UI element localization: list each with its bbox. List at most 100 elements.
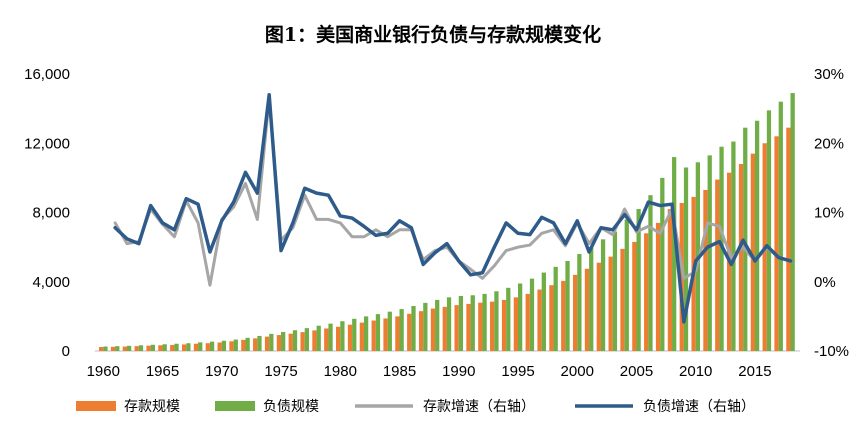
deposit-bar xyxy=(264,336,270,351)
deposit-bar xyxy=(181,344,187,351)
deposit-bar xyxy=(217,342,222,351)
liability-bar xyxy=(790,93,795,351)
liability-bar xyxy=(352,318,357,351)
left-axis-tick-label: 8,000 xyxy=(32,205,70,222)
liability-bar xyxy=(126,345,132,351)
legend-label: 存款增速（右轴） xyxy=(423,399,535,415)
deposit-bar xyxy=(193,343,199,351)
liability-bar xyxy=(612,231,618,351)
deposit-bar xyxy=(454,305,459,351)
deposit-bar xyxy=(253,338,258,351)
deposit-bar xyxy=(205,343,210,351)
liability-bar xyxy=(340,321,345,351)
legend-swatch xyxy=(76,401,116,411)
liability-bar xyxy=(494,291,499,351)
deposit-bar xyxy=(442,306,447,351)
liability-bar xyxy=(174,343,179,351)
deposit-bar xyxy=(122,346,127,351)
deposit-bar xyxy=(229,341,234,351)
legend-item: 负债规模 xyxy=(215,399,319,415)
x-axis-tick-label: 1985 xyxy=(383,363,416,380)
liability-bar xyxy=(138,345,144,351)
liability-bar xyxy=(221,340,227,351)
deposit-bar xyxy=(572,274,578,351)
deposit-bar xyxy=(430,308,436,351)
deposit-bar xyxy=(418,311,424,351)
liability-bar xyxy=(482,293,487,351)
deposit-bar xyxy=(371,320,376,351)
liability-bar xyxy=(672,157,677,351)
liability-bar xyxy=(754,120,760,352)
liability-bar xyxy=(600,239,606,351)
left-axis-tick-label: 0 xyxy=(62,343,70,360)
legend: 存款规模 负债规模 存款增速（右轴） 负债增速（右轴） xyxy=(76,399,755,415)
liability-bar xyxy=(518,283,523,351)
left-axis-tick-label: 4,000 xyxy=(32,274,70,291)
right-axis-tick-label: 30% xyxy=(814,66,844,83)
legend-item: 存款规模 xyxy=(76,399,180,415)
deposit-bar xyxy=(478,302,483,351)
line-series-group xyxy=(113,93,793,324)
liability-bar xyxy=(683,167,689,351)
liability-bar xyxy=(624,219,629,351)
left-axis-tick-label: 12,000 xyxy=(24,135,70,152)
deposit-bar xyxy=(490,301,495,351)
liability-bar xyxy=(281,331,286,351)
deposit-bar xyxy=(110,346,116,351)
legend-item: 存款增速（右轴） xyxy=(355,399,535,415)
deposit-bar xyxy=(703,189,708,351)
liability-bar xyxy=(292,330,298,351)
liability-bar xyxy=(731,141,736,351)
liability-bar xyxy=(778,101,783,351)
x-axis-tick-label: 2000 xyxy=(561,363,594,380)
liability-bar xyxy=(660,177,665,352)
bar-series-group xyxy=(99,93,795,352)
deposit-bar xyxy=(786,127,791,351)
liability-bar xyxy=(103,346,108,351)
liability-bar xyxy=(458,295,464,351)
liability-bar xyxy=(541,272,546,351)
x-axis-tick-label: 1990 xyxy=(442,363,475,380)
liability-bar xyxy=(209,341,215,351)
deposit-bar xyxy=(501,299,507,351)
liability-bar xyxy=(506,287,511,351)
legend-label: 负债规模 xyxy=(263,399,319,415)
liability-bar xyxy=(411,305,416,351)
liability-bar xyxy=(707,155,712,351)
liability-bar xyxy=(115,346,120,351)
left-axis-tick-label: 16,000 xyxy=(24,66,70,83)
deposit-bar xyxy=(99,347,104,351)
liability-bar xyxy=(316,325,321,351)
deposit-bar xyxy=(632,241,637,351)
legend-item: 负债增速（右轴） xyxy=(575,399,755,415)
deposit-bar xyxy=(288,333,293,351)
right-axis-tick-label: -10% xyxy=(814,343,849,360)
liability-bar xyxy=(446,297,452,351)
liability-bar xyxy=(577,254,582,351)
deposit-bar xyxy=(407,313,412,351)
deposit-bar xyxy=(383,318,388,351)
deposit-bar xyxy=(537,289,542,351)
deposit-bar xyxy=(170,344,175,351)
deposit-bar xyxy=(359,322,364,351)
liability-bar xyxy=(399,309,404,351)
deposit-bar xyxy=(513,297,518,351)
legend-label: 存款规模 xyxy=(124,399,180,415)
liability-bar xyxy=(553,266,558,351)
x-axis-tick-label: 1960 xyxy=(87,363,120,380)
liability-growth-line xyxy=(113,93,793,324)
liability-bar xyxy=(743,127,748,351)
liability-bar xyxy=(636,209,641,351)
deposit-bar xyxy=(158,345,163,351)
liability-bar xyxy=(648,195,653,351)
liability-bar xyxy=(198,342,203,351)
deposit-bar xyxy=(241,339,246,351)
right-axis-ticks: -10% 0% 10% 20% 30% xyxy=(814,66,849,360)
liability-bar xyxy=(150,344,155,351)
x-axis-tick-label: 1980 xyxy=(324,363,357,380)
deposit-bar xyxy=(608,256,613,351)
liability-bar xyxy=(435,299,440,351)
liability-bar xyxy=(589,247,594,352)
legend-swatch xyxy=(215,401,255,411)
